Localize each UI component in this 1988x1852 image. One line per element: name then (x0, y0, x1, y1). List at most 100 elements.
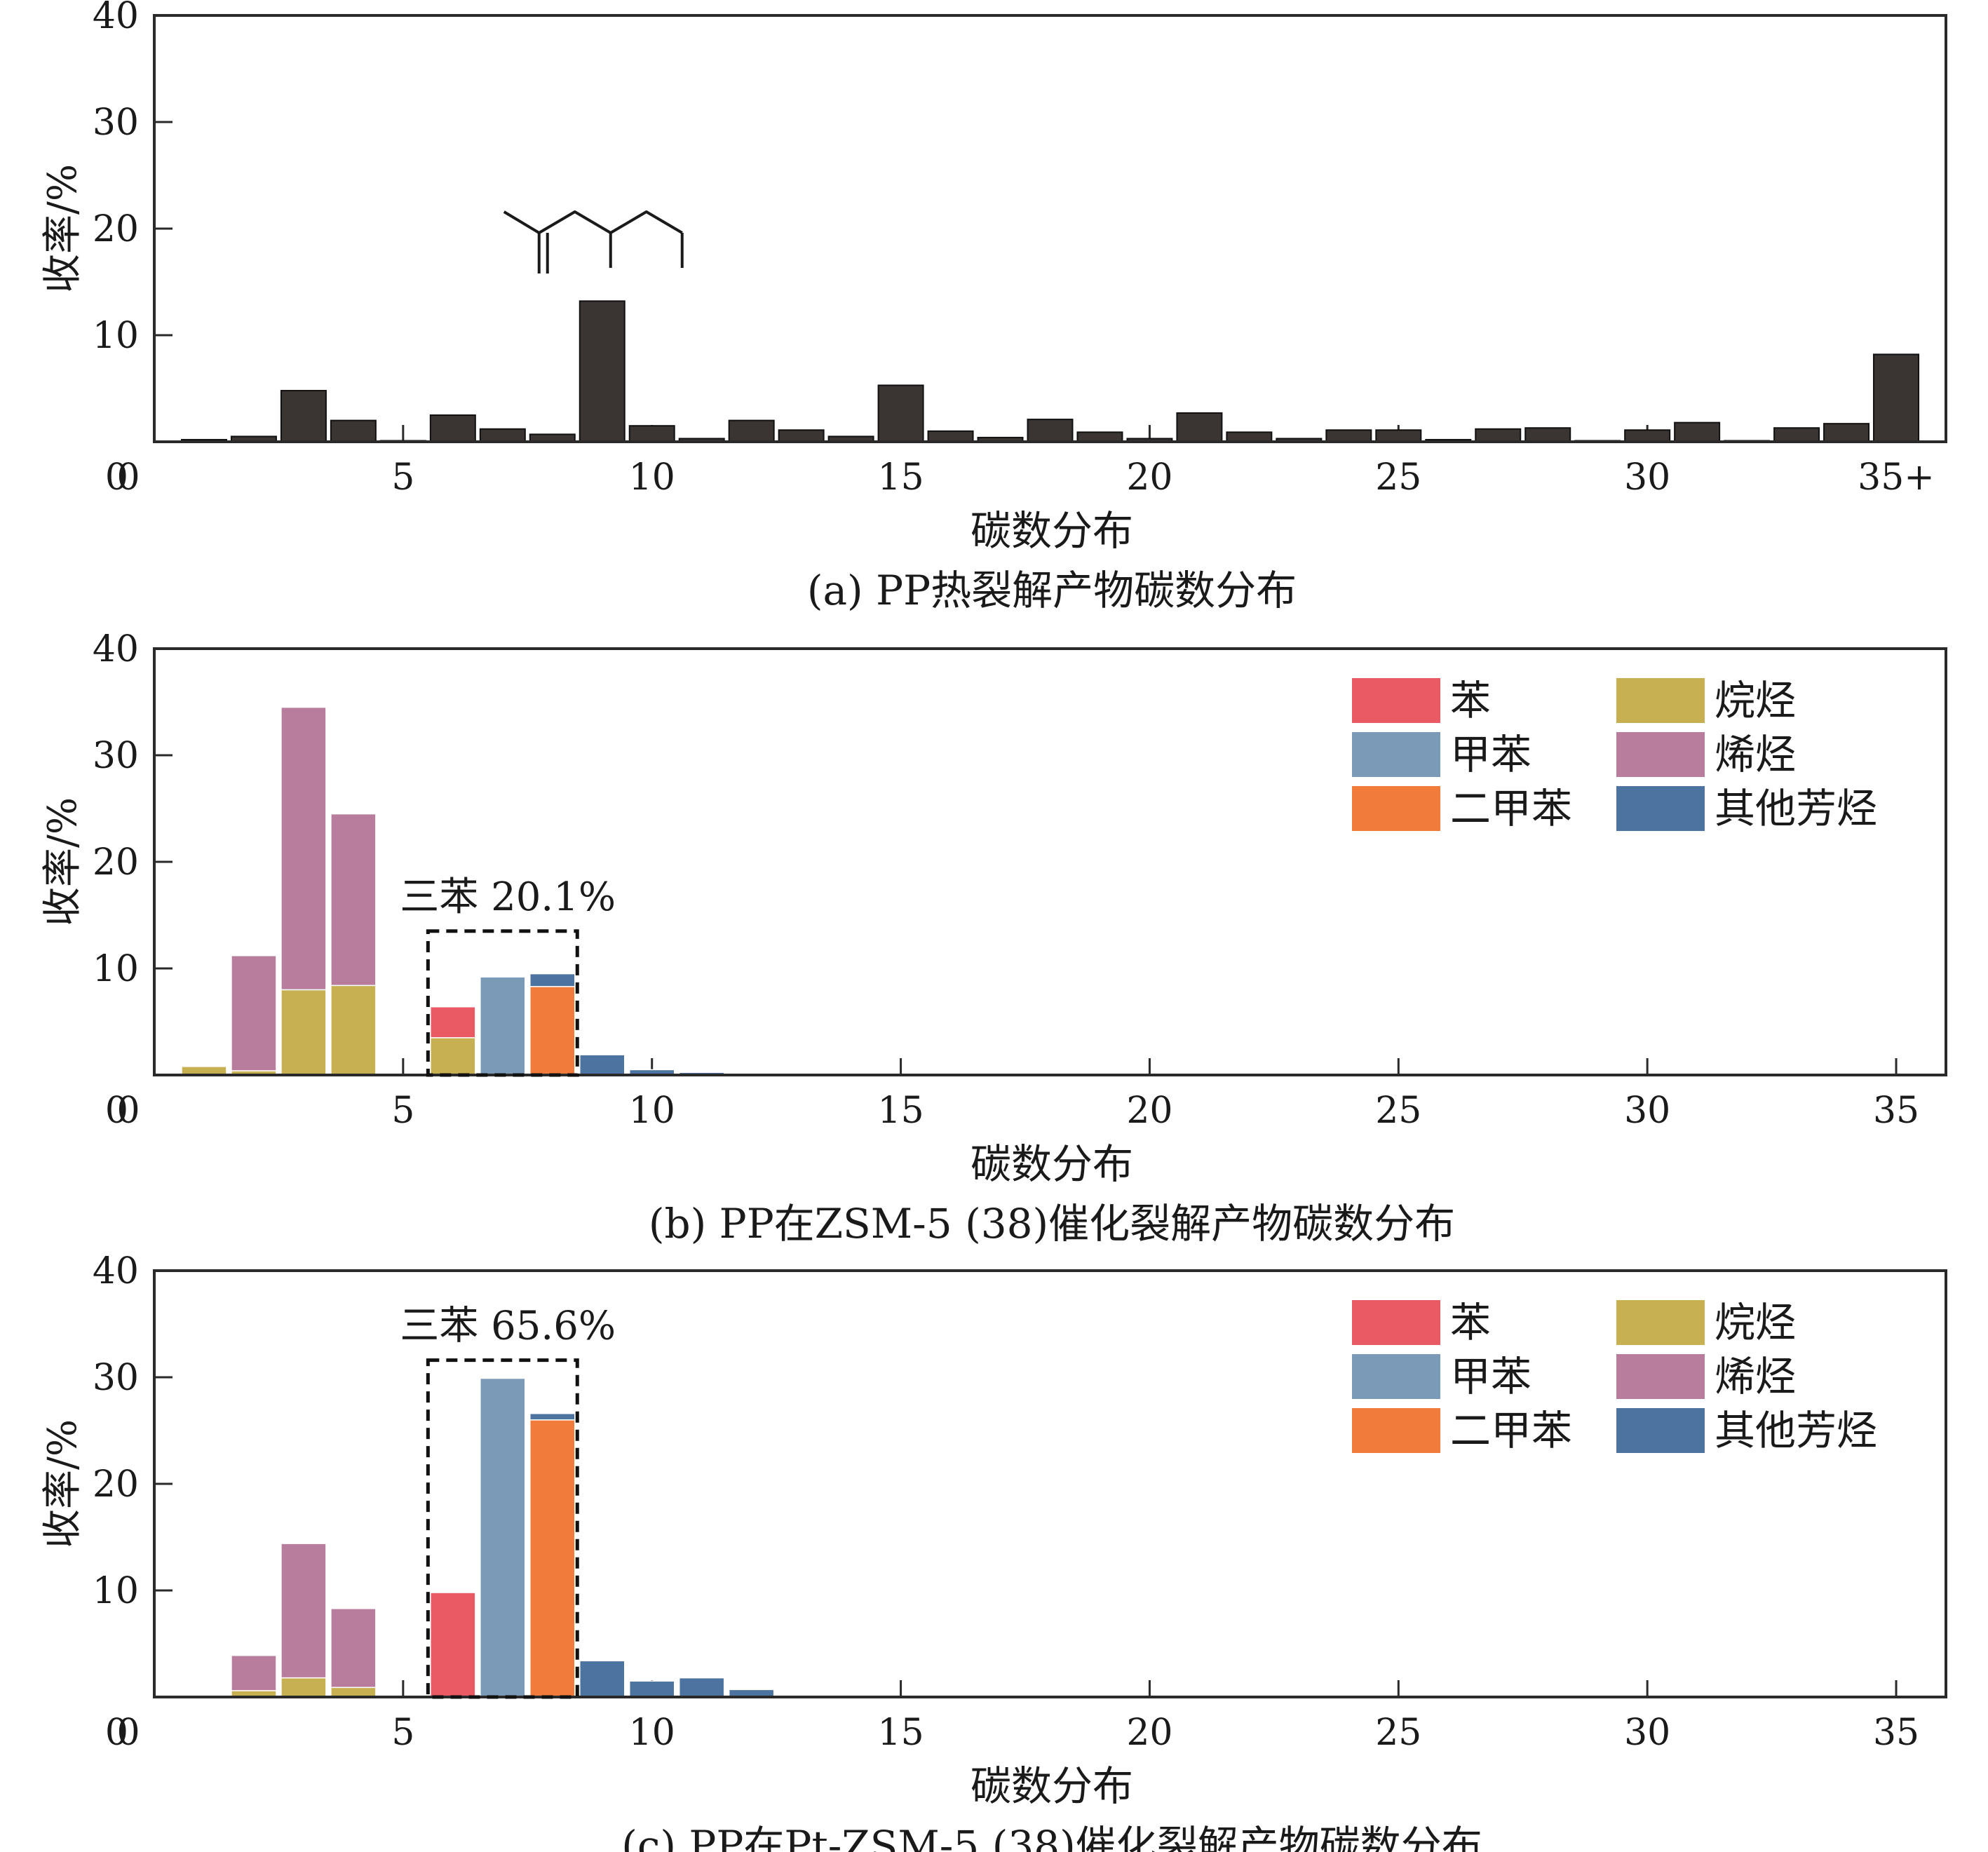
x-tick-label: 30 (1624, 457, 1670, 499)
legend-swatch-benzene (1352, 1300, 1440, 1345)
bar-segment-alkene (231, 1654, 277, 1691)
x-tick-label: 35+ (1858, 457, 1935, 499)
legend-label: 烷烃 (1715, 1299, 1796, 1346)
legend-swatch-xylene (1352, 1408, 1440, 1453)
legend-label: 苯 (1450, 1299, 1491, 1346)
x-tick-label: 30 (1624, 1712, 1670, 1754)
bar (1375, 429, 1422, 443)
bar-segment-other_aromatics (529, 1412, 576, 1421)
y-tick-label: 10 (93, 948, 139, 990)
legend-label: 甲苯 (1450, 731, 1531, 778)
x-tick-label: 25 (1375, 1712, 1421, 1754)
bar (330, 419, 377, 442)
panel-b: 0 10 20 30 40 0 5 10 15 20 25 30 35 收率/% 碳数分布 (b) PP在ZS… (40, 628, 1947, 1248)
bar-segment-alkene (280, 706, 327, 991)
bar (1873, 353, 1920, 442)
bar-segment-other_aromatics (579, 1054, 626, 1076)
x-tick-label: 15 (877, 457, 924, 499)
legend-label: 苯 (1450, 677, 1491, 724)
x-tick-label: 10 (629, 1090, 675, 1132)
legend-label: 甲苯 (1450, 1353, 1531, 1400)
legend-swatch-alkane (1616, 1300, 1705, 1345)
bar (1076, 431, 1123, 443)
legend-swatch-alkene (1616, 1354, 1705, 1399)
bar (1325, 429, 1372, 443)
bar-segment-alkane (280, 989, 327, 1076)
legend-swatch-benzene (1352, 678, 1440, 723)
legend-swatch-other_aromatics (1616, 786, 1705, 831)
panel-caption: (b) PP在ZSM-5 (38)催化裂解产物碳数分布 (649, 1200, 1455, 1248)
y-tick-label: 0 (105, 1712, 128, 1754)
y-tick-label: 10 (93, 1570, 139, 1612)
molecule-structure-icon (503, 210, 684, 273)
bar (1624, 429, 1671, 443)
x-axis-label: 碳数分布 (971, 1762, 1133, 1810)
y-axis-label: 收率/% (40, 797, 86, 926)
bar-segment-other_aromatics (628, 1680, 675, 1698)
y-tick-label: 0 (105, 1090, 128, 1132)
bar (1773, 427, 1820, 442)
x-tick-label: 0 (116, 1712, 140, 1754)
bar (877, 384, 924, 442)
legend-label: 烯烃 (1715, 731, 1796, 778)
bar (1176, 412, 1223, 443)
x-tick-label: 0 (116, 1090, 140, 1132)
bar (579, 300, 626, 442)
x-tick-label: 25 (1375, 1090, 1421, 1132)
highlight-box (426, 929, 579, 1077)
plot-frame (153, 1269, 1947, 1698)
bar (429, 414, 476, 442)
bar (927, 430, 974, 442)
bar (778, 429, 825, 443)
bar (628, 425, 675, 443)
plot-frame (153, 647, 1947, 1076)
legend-swatch-toluene (1352, 732, 1440, 777)
x-tick-label: 10 (629, 457, 675, 499)
panel-c: 0 10 20 30 40 0 5 10 15 20 25 30 35 收率/% 碳数分布 (c) PP在Pt… (40, 1250, 1947, 1852)
x-tick-label: 5 (391, 457, 414, 499)
y-axis-label: 收率/% (40, 164, 86, 293)
bar (1823, 423, 1870, 442)
x-tick-label: 30 (1624, 1090, 1670, 1132)
bar (1524, 427, 1571, 442)
legend-swatch-toluene (1352, 1354, 1440, 1399)
y-tick-label: 30 (93, 102, 139, 144)
bar-segment-benzene (430, 1006, 476, 1039)
bar-segment-benzene (430, 1592, 476, 1698)
bar-segment-other_aromatics (529, 973, 576, 987)
legend-label: 二甲苯 (1450, 785, 1572, 832)
bar-segment-other_aromatics (678, 1677, 725, 1698)
bar (728, 419, 775, 442)
x-axis-label: 碳数分布 (971, 1140, 1133, 1188)
x-tick-label: 15 (877, 1090, 924, 1132)
y-tick-label: 40 (93, 1250, 139, 1292)
bar-segment-toluene (480, 1377, 526, 1698)
bar (1475, 428, 1522, 443)
legend-swatch-alkane (1616, 678, 1705, 723)
bar (1226, 431, 1273, 443)
legend-label: 烯烃 (1715, 1353, 1796, 1400)
highlight-box (426, 1358, 579, 1699)
bar-segment-alkene (280, 1543, 327, 1679)
x-tick-label: 5 (391, 1090, 414, 1132)
plot-frame (153, 14, 1947, 443)
bar-segment-alkene (231, 955, 277, 1072)
bar-segment-xylene (529, 1419, 576, 1698)
legend-label: 其他芳烃 (1715, 1407, 1877, 1454)
bar (1674, 421, 1721, 443)
legend-swatch-alkene (1616, 732, 1705, 777)
x-tick-label: 35 (1873, 1712, 1919, 1754)
x-tick-label: 20 (1126, 1712, 1172, 1754)
bar-segment-alkane (330, 1687, 377, 1698)
y-tick-label: 20 (93, 208, 139, 250)
y-tick-label: 40 (93, 0, 139, 37)
bar-segment-alkene (330, 1608, 377, 1689)
x-tick-label: 5 (391, 1712, 414, 1754)
legend-label: 二甲苯 (1450, 1407, 1572, 1454)
highlight-label: 三苯 65.6% (400, 1304, 616, 1349)
x-tick-label: 10 (629, 1712, 675, 1754)
x-tick-label: 25 (1375, 457, 1421, 499)
